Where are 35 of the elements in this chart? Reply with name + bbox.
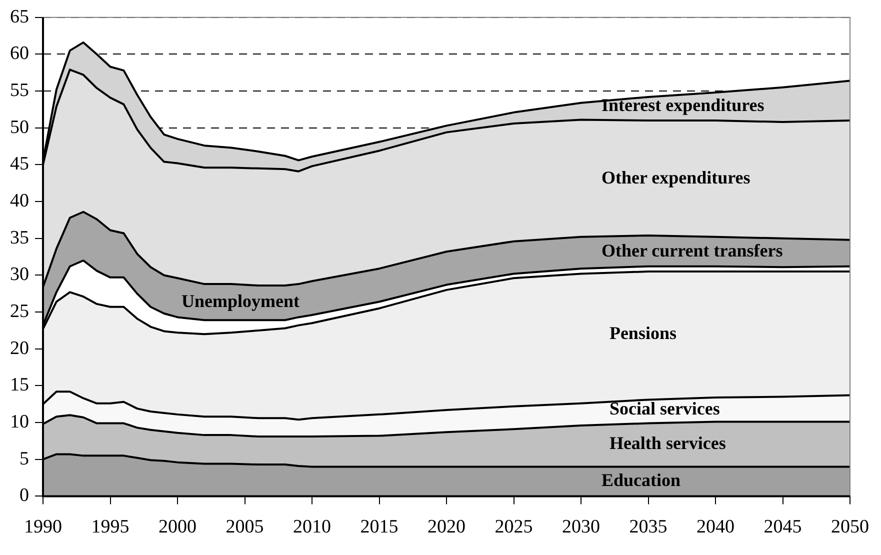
x-tick-label: 2040 [696,516,734,538]
series-label: Other current transfers [601,240,783,260]
y-tick-label: 50 [10,116,29,138]
x-tick-label: 2030 [562,516,600,538]
y-tick-label: 5 [20,448,29,470]
x-tick-label: 2010 [293,516,331,538]
x-tick-label: 2045 [764,516,802,538]
y-tick-label: 55 [10,80,29,102]
x-tick-label: 2005 [226,516,264,538]
x-tick-label: 2025 [494,516,533,538]
x-tick-label: 2020 [428,516,466,538]
x-tick-label: 1995 [91,516,130,538]
y-tick-label: 45 [10,154,29,175]
y-tick-label: 40 [10,190,29,212]
x-tick-label: 2035 [629,516,668,538]
series-label: Education [601,470,680,490]
y-tick-label: 0 [20,485,29,506]
y-tick-label: 35 [10,227,29,248]
series-label: Social services [609,398,720,418]
y-tick-label: 60 [10,43,29,64]
y-tick-label: 20 [10,338,29,359]
x-tick-label: 1990 [24,516,62,538]
series-label: Interest expenditures [601,95,764,116]
x-tick-label: 2000 [158,516,196,538]
series-label: Other expenditures [601,167,750,188]
x-tick-label: 2050 [831,516,869,538]
y-tick-label: 15 [10,374,29,396]
series-label: Pensions [609,323,676,344]
y-tick-label: 30 [10,264,29,286]
y-tick-label: 10 [10,412,29,433]
series-label: Health services [609,432,726,453]
y-tick-label: 65 [10,6,29,28]
y-tick-label: 25 [10,301,29,322]
series-label: Unemployment [182,290,300,311]
x-tick-label: 2015 [360,516,398,538]
